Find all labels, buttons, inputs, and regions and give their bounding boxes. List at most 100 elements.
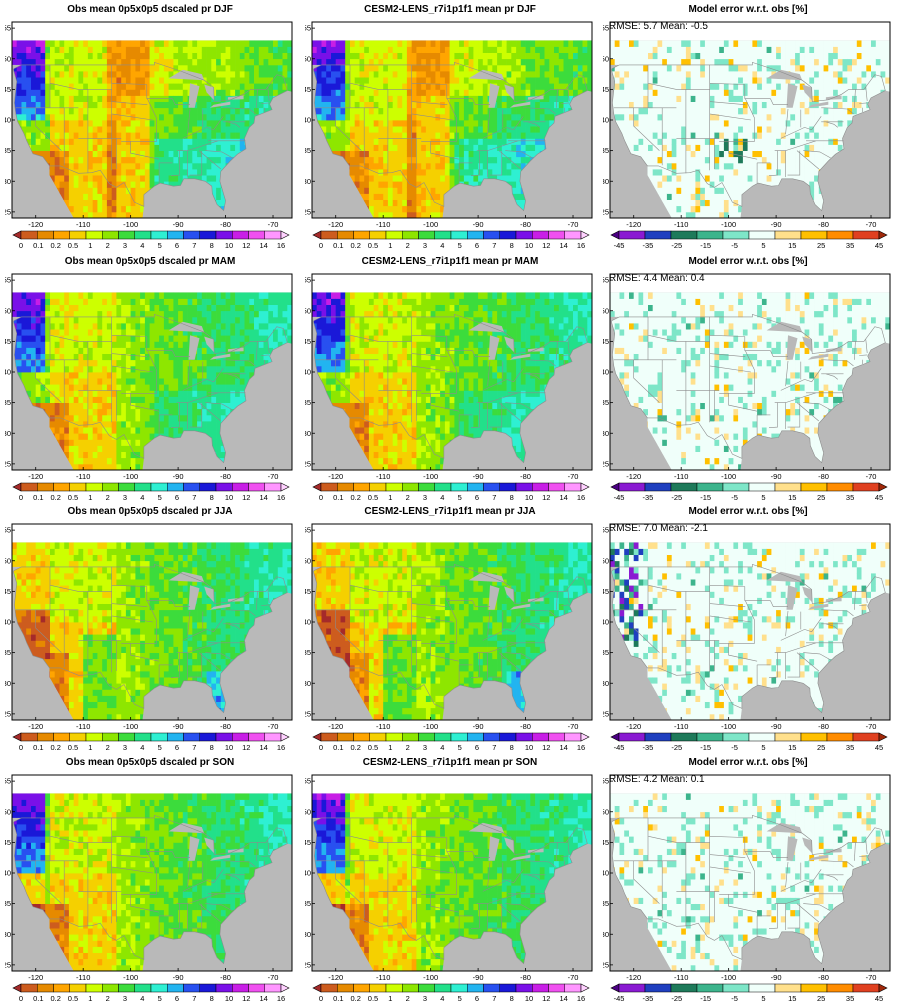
colorbar-label: 15 [788, 241, 796, 250]
colorbar-label: -45 [614, 743, 625, 752]
error-panel-mam: Model error w.r.t. obs [%]25303540455055… [598, 252, 898, 502]
colorbar-max-arrow [879, 733, 887, 741]
colorbar-label: 5 [761, 743, 765, 752]
lat-tick-label: 45 [603, 337, 609, 346]
lat-tick-label: 50 [5, 54, 11, 63]
lat-tick-label: 30 [305, 930, 311, 939]
colorbar-label: 0.1 [33, 493, 43, 502]
lat-tick-label: 45 [305, 337, 311, 346]
colorbar-label: 2 [406, 241, 410, 250]
lat-tick-label: 45 [5, 85, 11, 94]
colorbar-label: 15 [788, 994, 796, 1003]
lat-tick-label: 30 [603, 930, 609, 939]
colorbar-label: 0.5 [368, 241, 378, 250]
colorbar-swatch [37, 483, 53, 491]
error-stats: RMSE: 5.7 Mean: -0.5 [609, 21, 708, 32]
colorbar-max-arrow [581, 483, 589, 491]
lat-tick-label: 35 [5, 899, 11, 908]
colorbar-swatch [167, 483, 183, 491]
colorbar-label: 2 [406, 743, 410, 752]
colorbar-swatch [265, 984, 281, 992]
colorbar-label: -15 [700, 493, 711, 502]
precip-map: 25303540455055-120-110-100-90-80-70 [305, 270, 597, 484]
colorbar-label: 6 [175, 241, 179, 250]
colorbar-label: 0 [19, 743, 23, 752]
panel-title: CESM2-LENS_r7i1p1f1 mean pr SON [300, 757, 600, 768]
colorbar-label: 12 [242, 994, 250, 1003]
colorbar-swatch [749, 483, 775, 491]
colorbar-label: -25 [671, 241, 682, 250]
colorbar-swatch [54, 733, 70, 741]
colorbar-label: -15 [700, 743, 711, 752]
colorbar-label: 14 [560, 493, 568, 502]
precip-map: 25303540455055-120-110-100-90-80-70 [305, 18, 597, 232]
colorbar-swatch [167, 733, 183, 741]
colorbar-label: 7 [492, 493, 496, 502]
colorbar-min-arrow [313, 984, 321, 992]
colorbar-swatch [467, 483, 483, 491]
colorbar-swatch [151, 483, 167, 491]
colorbar-label: 0.1 [333, 241, 343, 250]
colorbar-label: 0.1 [333, 994, 343, 1003]
colorbar-label: 16 [277, 743, 285, 752]
lat-tick-label: 40 [305, 618, 311, 627]
colorbar-label: 5 [458, 241, 462, 250]
colorbar-label: 16 [577, 743, 585, 752]
lat-tick-label: 40 [5, 869, 11, 878]
lat-tick-label: 45 [603, 85, 609, 94]
colorbar-label: 3 [423, 241, 427, 250]
colorbar-label: 15 [788, 493, 796, 502]
colorbar-label: 7 [492, 994, 496, 1003]
no-data-area [12, 22, 292, 40]
colorbar-swatch [265, 733, 281, 741]
colorbar-min-arrow [13, 984, 21, 992]
lat-tick-label: 35 [603, 648, 609, 657]
colorbar-swatch [532, 733, 548, 741]
colorbar-swatch [645, 231, 671, 239]
error-map: 25303540455055-120-110-100-90-80-70 [603, 18, 895, 232]
error-panel-jja: Model error w.r.t. obs [%]25303540455055… [598, 502, 898, 752]
lat-tick-label: 50 [603, 807, 609, 816]
colorbar-label: 45 [875, 994, 883, 1003]
colorbar-min-arrow [313, 733, 321, 741]
colorbar-swatch [500, 733, 516, 741]
lat-tick-label: 55 [5, 777, 11, 786]
colorbar-label: 7 [192, 493, 196, 502]
colorbar-swatch [775, 733, 801, 741]
colorbar-swatch [801, 231, 827, 239]
colorbar-label: 3 [423, 493, 427, 502]
obs-panel-son: Obs mean 0p5x0p5 dscaled pr SON253035404… [0, 753, 300, 1003]
lat-tick-label: 50 [603, 556, 609, 565]
colorbar-label: -35 [642, 743, 653, 752]
error-map: 25303540455055-120-110-100-90-80-70 [603, 270, 895, 484]
colorbar-swatch [565, 984, 581, 992]
lat-tick-label: 40 [603, 368, 609, 377]
lat-tick-label: 40 [5, 618, 11, 627]
colorbar-swatch [827, 984, 853, 992]
colorbar-label: -25 [671, 994, 682, 1003]
colorbar-swatch [321, 733, 337, 741]
colorbar-swatch [853, 984, 879, 992]
colorbar-label: 0 [319, 994, 323, 1003]
colorbar-label: 6 [475, 241, 479, 250]
colorbar-swatch [54, 231, 70, 239]
colorbar-label: 0 [19, 493, 23, 502]
colorbar-label: 3 [423, 994, 427, 1003]
colorbar-swatch [265, 231, 281, 239]
lat-tick-label: 45 [603, 587, 609, 596]
colorbar-label: 1 [88, 493, 92, 502]
colorbar-label: 35 [846, 743, 854, 752]
colorbar-swatch [337, 483, 353, 491]
colorbar-swatch [516, 483, 532, 491]
colorbar-swatch [200, 984, 216, 992]
colorbar-label: 6 [475, 743, 479, 752]
lat-tick-label: 45 [5, 838, 11, 847]
colorbar-swatch [354, 984, 370, 992]
colorbar-label: 6 [175, 493, 179, 502]
colorbar-swatch [337, 984, 353, 992]
colorbar-label: 0.2 [350, 994, 360, 1003]
colorbar-swatch [354, 231, 370, 239]
